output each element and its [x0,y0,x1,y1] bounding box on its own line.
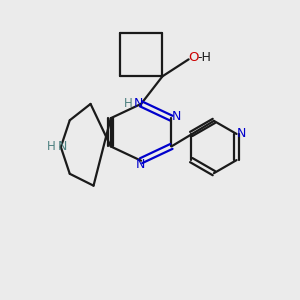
Text: O: O [189,51,199,64]
Text: N: N [136,158,145,171]
Text: N: N [172,110,181,123]
Text: N: N [58,140,67,153]
Text: -H: -H [197,51,211,64]
Text: H: H [47,140,56,153]
Text: N: N [134,97,143,110]
Text: H: H [124,97,133,110]
Text: N: N [237,127,247,140]
